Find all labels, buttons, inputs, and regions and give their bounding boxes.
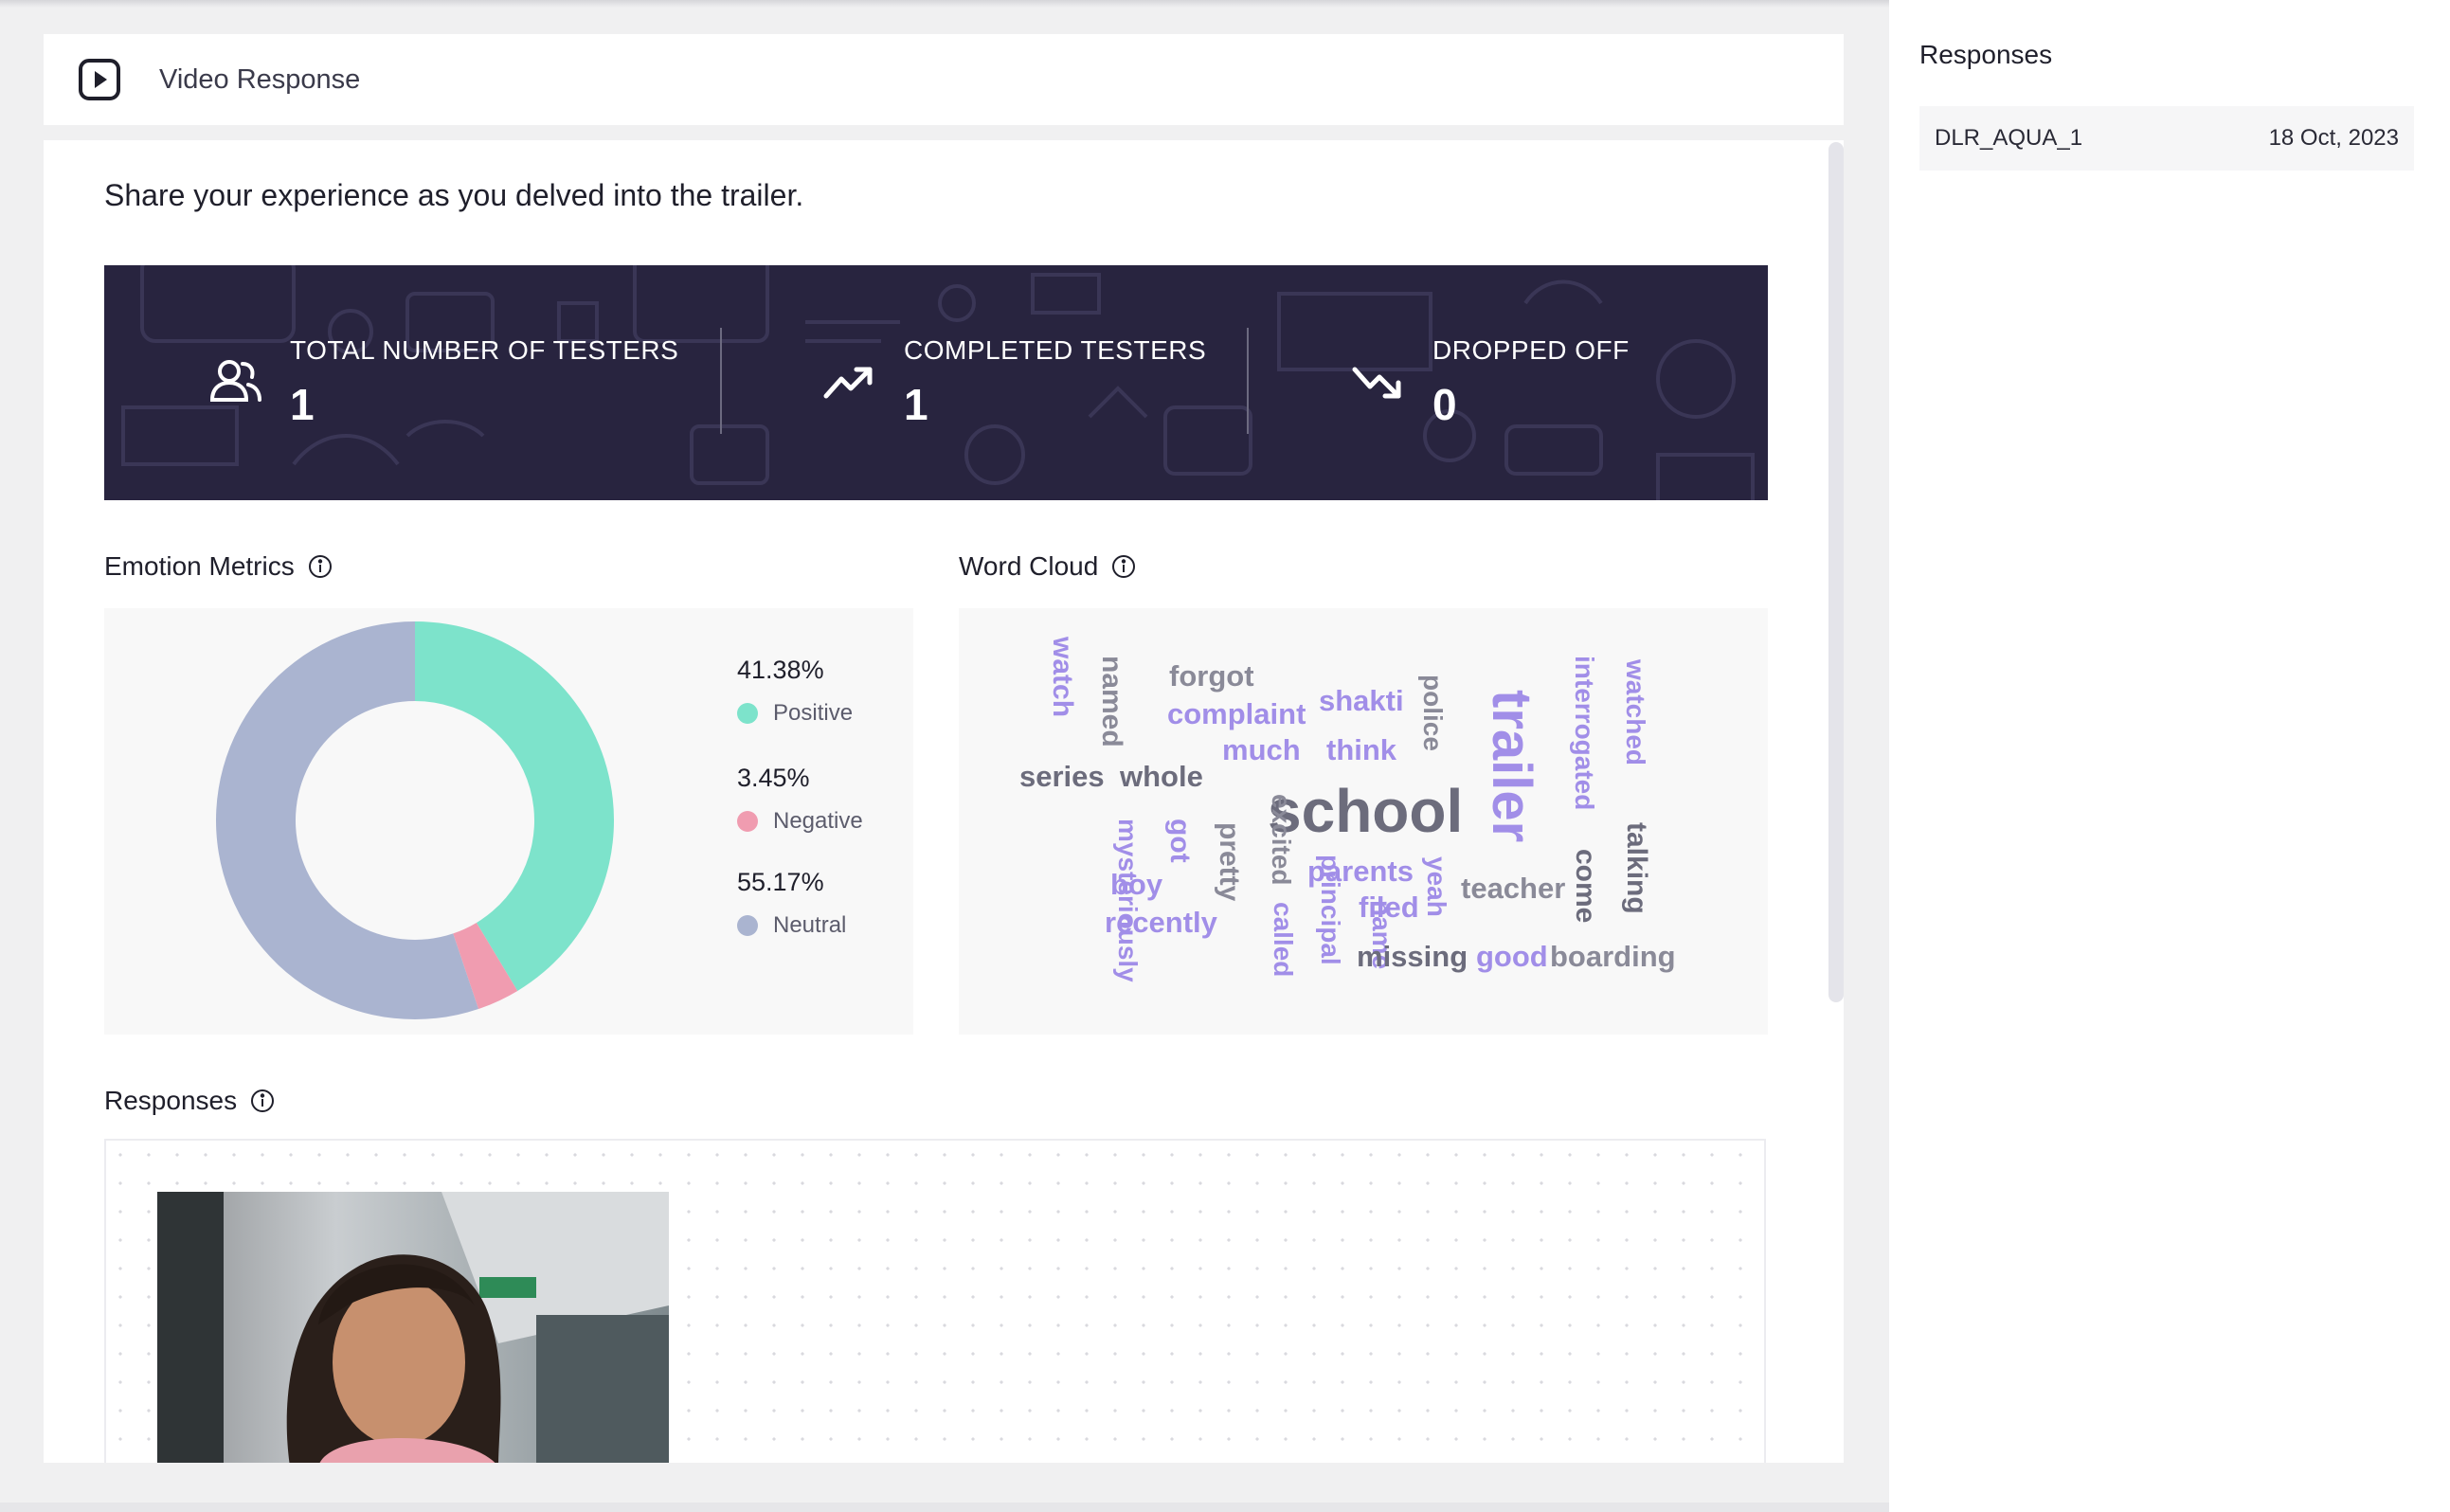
- legend-pct: 41.38%: [737, 656, 824, 684]
- word: parents: [1307, 855, 1414, 888]
- top-shadow: [0, 0, 2450, 8]
- response-date: 18 Oct, 2023: [2268, 125, 2399, 151]
- donut-slice-positive: [415, 621, 614, 991]
- question-text: Share your experience as you delved into…: [104, 178, 804, 212]
- legend-name: Neutral: [773, 912, 847, 938]
- word: watched: [1621, 659, 1650, 766]
- info-icon[interactable]: [308, 554, 333, 579]
- word: school: [1268, 777, 1464, 845]
- stat-label: TOTAL NUMBER OF TESTERS: [290, 335, 679, 365]
- word: come: [1570, 849, 1601, 924]
- word: police: [1418, 675, 1448, 751]
- word: pretty: [1214, 822, 1245, 902]
- main-scrollbar[interactable]: [1828, 142, 1844, 1002]
- word: whole: [1120, 760, 1203, 793]
- word: name: [1367, 900, 1396, 970]
- legend-neutral: 55.17% Neutral: [737, 868, 846, 939]
- word: teacher: [1461, 872, 1566, 905]
- stat-label: COMPLETED TESTERS: [904, 335, 1207, 365]
- info-icon[interactable]: [250, 1089, 275, 1113]
- emotion-metrics-label: Emotion Metrics: [104, 551, 295, 581]
- emotion-metrics-panel: 41.38% Positive 3.45% Negative 55.17% Ne…: [104, 608, 913, 1035]
- word: boarding: [1550, 940, 1676, 973]
- stat-dropped-off: DROPPED OFF 0: [1349, 265, 1630, 500]
- donut-slice-neutral: [216, 621, 479, 1019]
- legend-name: Negative: [773, 808, 863, 834]
- word: yeah: [1422, 856, 1451, 917]
- word-cloud-panel: watch named forgot complaint shakti poli…: [959, 608, 1768, 1035]
- legend-dot: [737, 915, 758, 936]
- section-title: Video Response: [159, 63, 361, 95]
- video-frame-illustration: [157, 1192, 669, 1463]
- word: boy: [1110, 868, 1163, 901]
- legend-name: Positive: [773, 700, 854, 726]
- emotion-donut-chart: [216, 621, 614, 1019]
- video-response-thumbnail[interactable]: [157, 1192, 669, 1463]
- stat-value: 1: [904, 380, 928, 429]
- word: watch: [1047, 637, 1078, 718]
- word: trailer: [1481, 690, 1542, 843]
- word: talking: [1621, 822, 1652, 914]
- trend-down-icon: [1352, 367, 1401, 399]
- stat-label: DROPPED OFF: [1432, 335, 1630, 365]
- word-cloud-label: Word Cloud: [959, 551, 1099, 581]
- word: missing: [1357, 940, 1468, 973]
- stat-divider: [1247, 328, 1249, 434]
- word: mysteriously: [1113, 819, 1143, 982]
- users-icon: [209, 360, 261, 402]
- info-icon[interactable]: [1111, 554, 1136, 579]
- legend-pct: 3.45%: [737, 764, 810, 792]
- legend-positive: 41.38% Positive: [737, 656, 853, 727]
- stat-value: 0: [1432, 380, 1457, 429]
- response-name: DLR_AQUA_1: [1935, 125, 2083, 151]
- main-card: Share your experience as you delved into…: [44, 140, 1844, 1463]
- video-play-icon: [79, 59, 120, 100]
- responses-title: Responses: [104, 1086, 275, 1116]
- responses-sidebar: Responses DLR_AQUA_1 18 Oct, 2023: [1889, 0, 2450, 1512]
- word: got: [1164, 819, 1196, 863]
- stat-total-testers: TOTAL NUMBER OF TESTERS 1: [207, 265, 678, 500]
- word: interrogated: [1570, 656, 1599, 811]
- word: much: [1222, 733, 1301, 766]
- word: complaint: [1167, 697, 1306, 730]
- banner-pattern: [121, 265, 1755, 500]
- word: good: [1476, 940, 1548, 973]
- word-cloud-title: Word Cloud: [959, 551, 1136, 582]
- word: forgot: [1169, 659, 1254, 693]
- legend-dot: [737, 703, 758, 724]
- section-header: Video Response: [44, 34, 1844, 125]
- legend-dot: [737, 811, 758, 832]
- word: named: [1096, 656, 1127, 747]
- word: called: [1269, 902, 1298, 978]
- word: principal: [1316, 855, 1345, 965]
- stat-value: 1: [290, 380, 315, 429]
- word: excited: [1267, 794, 1296, 886]
- legend-negative: 3.45% Negative: [737, 764, 863, 835]
- responses-label: Responses: [104, 1086, 238, 1115]
- word: shakti: [1319, 684, 1404, 717]
- stats-banner: TOTAL NUMBER OF TESTERS 1 COMPLETED TEST…: [104, 265, 1768, 500]
- responses-grid: [104, 1139, 1766, 1463]
- donut-slice-negative: [453, 922, 518, 1010]
- stat-completed-testers: COMPLETED TESTERS 1: [820, 265, 1206, 500]
- sidebar-title: Responses: [1919, 40, 2053, 69]
- word: series: [1019, 760, 1105, 793]
- emotion-metrics-title: Emotion Metrics: [104, 551, 333, 582]
- word: think: [1326, 733, 1397, 766]
- sidebar-response-item[interactable]: DLR_AQUA_1 18 Oct, 2023: [1919, 106, 2414, 171]
- legend-pct: 55.17%: [737, 868, 824, 896]
- bottom-bar: [0, 1503, 1889, 1512]
- word: filed: [1359, 891, 1419, 924]
- word: recently: [1105, 906, 1217, 939]
- trend-up-icon: [823, 367, 873, 399]
- stat-divider: [720, 328, 722, 434]
